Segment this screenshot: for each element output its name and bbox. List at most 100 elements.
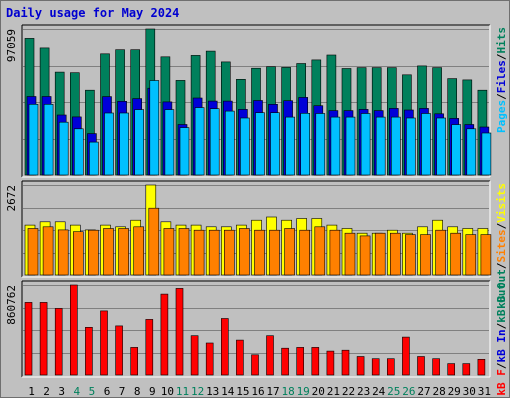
legend-part: kB Out [495,283,508,323]
x-tick-label-day-19: 19 [297,385,310,398]
max-label-visits: 2672 [5,185,18,212]
bar-sites-day-1 [27,228,39,276]
bar-kb-f-day-9 [145,319,154,376]
bar-sites-day-9 [148,207,160,276]
bar-kb-f-day-28 [432,358,440,376]
x-tick-label-day-24: 24 [372,385,386,398]
max-label-kbytes: 860762 [5,285,18,325]
legend-part: Files [495,60,508,93]
legend-part: kB F [495,369,508,396]
bar-kb-f-day-3 [54,308,63,376]
bar-sites-day-20 [314,226,326,276]
bar-pages-day-12 [194,107,205,176]
bar-sites-day-16 [254,229,265,276]
bar-kb-f-day-4 [70,284,78,376]
bar-sites-day-15 [239,228,250,276]
bar-sites-day-31 [480,234,492,276]
bar-sites-day-4 [73,231,84,276]
x-tick-label-day-2: 2 [43,385,50,398]
bar-sites-day-19 [299,229,311,276]
x-tick-label-day-14: 14 [221,385,235,398]
x-tick-label-day-30: 30 [463,385,476,398]
bar-pages-day-25 [390,116,401,176]
bar-kb-f-day-30 [462,363,471,376]
bar-sites-day-13 [208,229,220,276]
bar-pages-day-4 [74,128,84,176]
x-tick-label-day-13: 13 [206,385,219,398]
legend-requests: Pages/Files/Hits [495,27,508,133]
bar-pages-day-3 [58,121,69,176]
legend-part: Pages [495,100,508,133]
bar-kb-f-day-22 [341,349,350,376]
bar-pages-day-15 [240,117,250,176]
bar-sites-day-14 [224,229,235,276]
bar-pages-day-23 [360,113,371,176]
bar-sites-day-2 [42,226,54,276]
legend-part: Hits [495,27,508,54]
legend-part: Sites [495,229,508,262]
bar-kb-f-day-31 [477,358,486,376]
legend-part: kB In [495,329,508,362]
x-tick-label-day-31: 31 [478,385,491,398]
chart-title: Daily usage for May 2024 [6,6,179,20]
bar-sites-day-25 [389,232,401,276]
bar-kb-f-day-25 [386,358,395,376]
x-tick-label-day-27: 27 [417,385,430,398]
x-tick-label-day-23: 23 [357,385,370,398]
bar-sites-day-17 [269,229,280,276]
bar-pages-day-17 [270,112,280,176]
x-tick-label-day-7: 7 [119,385,126,398]
x-tick-label-day-9: 9 [149,385,156,398]
legend-part: / [495,322,508,329]
bar-pages-day-11 [179,127,190,176]
bar-kb-f-day-23 [356,356,365,376]
bar-sites-day-6 [103,228,114,276]
bar-pages-day-18 [285,116,295,176]
legend-part: / [495,262,508,269]
bar-kb-f-day-21 [326,350,335,376]
bar-kb-f-day-8 [130,347,138,376]
bar-pages-day-19 [300,113,311,176]
bar-pages-day-13 [209,108,220,176]
bar-kb-f-day-2 [39,302,48,376]
x-tick-label-day-4: 4 [73,385,80,398]
bar-pages-day-20 [315,113,326,176]
legend-part: / [495,93,508,100]
bar-sites-day-27 [420,234,431,276]
x-tick-label-day-17: 17 [266,385,279,398]
bar-sites-day-23 [359,235,371,276]
x-tick-label-day-6: 6 [104,385,111,398]
bar-sites-day-3 [57,229,69,276]
x-tick-label-day-11: 11 [176,385,189,398]
x-tick-label-day-5: 5 [89,385,96,398]
legend-visits: kB Out/Sites/Visits [495,183,508,309]
bar-sites-day-11 [178,228,190,276]
bar-pages-day-21 [330,116,341,176]
bar-kb-f-day-16 [251,354,259,376]
bar-pages-day-14 [225,110,235,176]
bar-pages-day-9 [149,80,160,176]
bar-sites-day-22 [344,232,356,276]
bar-kb-f-day-7 [115,325,123,376]
bar-pages-day-10 [164,109,175,176]
legend-part: / [495,53,508,60]
bar-pages-day-24 [375,116,386,176]
bar-kb-f-day-26 [402,336,410,376]
bar-kb-f-day-11 [175,288,184,376]
x-tick-label-day-15: 15 [236,385,249,398]
bar-sites-day-18 [284,228,295,276]
bar-pages-day-30 [466,128,477,176]
bar-pages-day-16 [255,112,265,176]
x-tick-label-day-3: 3 [58,385,65,398]
bar-kb-f-day-10 [160,293,169,376]
legend-part: / [495,362,508,369]
legend-part: / [495,222,508,229]
bar-kb-f-day-15 [236,339,244,376]
bar-sites-day-30 [465,234,477,276]
bar-kb-f-day-13 [205,342,214,376]
bar-sites-day-28 [435,229,446,276]
bar-kb-f-day-27 [417,356,425,376]
bar-pages-day-29 [451,124,462,176]
legend-part: Visits [495,183,508,223]
